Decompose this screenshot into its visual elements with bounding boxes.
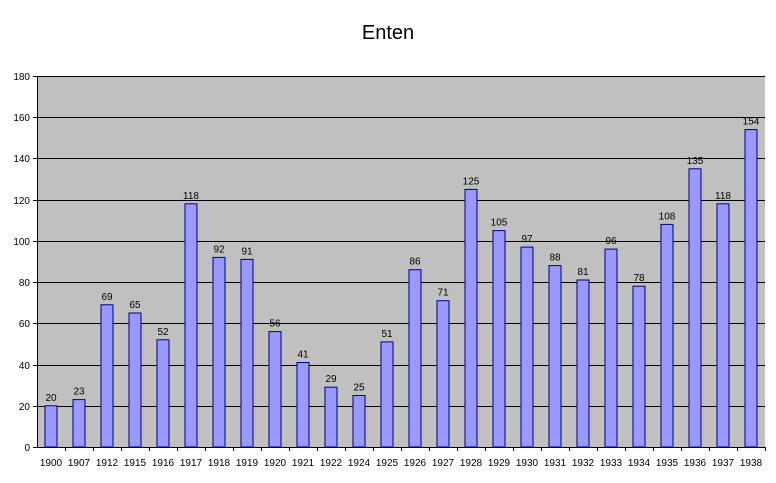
data-label: 65 <box>129 300 141 311</box>
y-tick-label: 100 <box>13 237 30 248</box>
bar <box>632 285 646 448</box>
bar <box>688 168 702 448</box>
bar <box>268 331 282 448</box>
x-axis-ticks: 1900 1907 1912 1915 1916 1917 1918 1919 1920 1921… <box>40 458 763 469</box>
data-label: 71 <box>437 288 449 299</box>
x-tick-label: 1930 <box>516 458 539 469</box>
x-tick-label: 1907 <box>68 458 91 469</box>
bar-series <box>44 129 758 448</box>
x-tick-label: 1917 <box>180 458 203 469</box>
x-tick-label: 1924 <box>348 458 371 469</box>
bar <box>240 258 254 448</box>
data-label: 78 <box>633 273 645 284</box>
y-tick-label: 120 <box>13 196 30 207</box>
bar <box>576 279 590 448</box>
y-tick-label: 0 <box>24 443 30 454</box>
data-labels: 20 23 69 65 52 118 92 91 56 41 29 25 51 86 71 125 105 97 8… <box>45 117 759 404</box>
x-tick-label: 1928 <box>460 458 483 469</box>
data-label: 41 <box>297 350 309 361</box>
bar <box>212 256 226 448</box>
bar <box>72 399 86 448</box>
bar <box>604 248 618 448</box>
axes <box>33 76 766 451</box>
plot-area <box>37 76 765 447</box>
y-tick-label: 60 <box>19 319 31 330</box>
data-label: 86 <box>409 257 421 268</box>
bar <box>380 341 394 448</box>
x-tick-label: 1933 <box>600 458 623 469</box>
data-label: 97 <box>521 234 533 245</box>
data-label: 25 <box>353 383 365 394</box>
data-label: 108 <box>659 211 676 222</box>
data-label: 96 <box>605 236 617 247</box>
data-label: 56 <box>269 319 281 330</box>
x-tick-label: 1935 <box>656 458 679 469</box>
data-label: 105 <box>491 218 508 229</box>
x-tick-label: 1932 <box>572 458 595 469</box>
x-tick-label: 1900 <box>40 458 63 469</box>
data-label: 69 <box>101 292 113 303</box>
x-tick-label: 1936 <box>684 458 707 469</box>
x-tick-label: 1931 <box>544 458 567 469</box>
data-label: 81 <box>577 267 589 278</box>
bar <box>744 129 758 448</box>
data-label: 20 <box>45 393 57 404</box>
x-tick-label: 1922 <box>320 458 343 469</box>
x-tick-label: 1937 <box>712 458 735 469</box>
bar <box>660 223 674 448</box>
y-tick-label: 20 <box>19 402 31 413</box>
bar <box>156 339 170 448</box>
bar <box>296 362 310 448</box>
x-tick-label: 1929 <box>488 458 511 469</box>
y-tick-label: 180 <box>13 72 30 83</box>
data-label: 23 <box>73 387 85 398</box>
x-tick-label: 1925 <box>376 458 399 469</box>
x-tick-label: 1916 <box>152 458 175 469</box>
y-tick-label: 40 <box>19 361 31 372</box>
data-label: 118 <box>715 191 731 202</box>
data-label: 91 <box>241 246 253 257</box>
chart-title: Enten <box>362 22 414 44</box>
data-label: 118 <box>183 191 199 202</box>
bar <box>492 230 506 448</box>
x-tick-label: 1918 <box>208 458 231 469</box>
x-tick-label: 1912 <box>96 458 119 469</box>
x-tick-label: 1920 <box>264 458 287 469</box>
y-axis-ticks: 0 20 40 60 80 100 120 140 160 180 <box>13 72 30 454</box>
x-tick-label: 1921 <box>292 458 315 469</box>
data-label: 92 <box>213 244 225 255</box>
bar <box>716 203 730 448</box>
data-label: 29 <box>325 374 337 385</box>
x-tick-label: 1938 <box>740 458 763 469</box>
bar <box>100 304 114 448</box>
x-tick-label: 1927 <box>432 458 455 469</box>
bar <box>408 269 422 448</box>
bar <box>352 395 366 448</box>
data-label: 125 <box>463 176 480 187</box>
x-tick-label: 1915 <box>124 458 147 469</box>
bar <box>324 386 338 448</box>
data-label: 88 <box>549 253 561 264</box>
data-label: 51 <box>381 329 393 340</box>
bar <box>548 265 562 448</box>
x-tick-label: 1934 <box>628 458 651 469</box>
y-tick-label: 160 <box>13 113 30 124</box>
data-label: 52 <box>157 327 169 338</box>
bar <box>44 405 58 448</box>
y-tick-label: 140 <box>13 154 30 165</box>
data-label: 154 <box>743 117 760 128</box>
x-tick-label: 1926 <box>404 458 427 469</box>
bar <box>128 312 142 448</box>
bar <box>520 246 534 448</box>
data-label: 135 <box>687 156 704 167</box>
bar <box>184 203 198 448</box>
x-tick-label: 1919 <box>236 458 259 469</box>
bar <box>436 300 450 448</box>
bar <box>464 188 478 448</box>
y-tick-label: 80 <box>19 278 31 289</box>
